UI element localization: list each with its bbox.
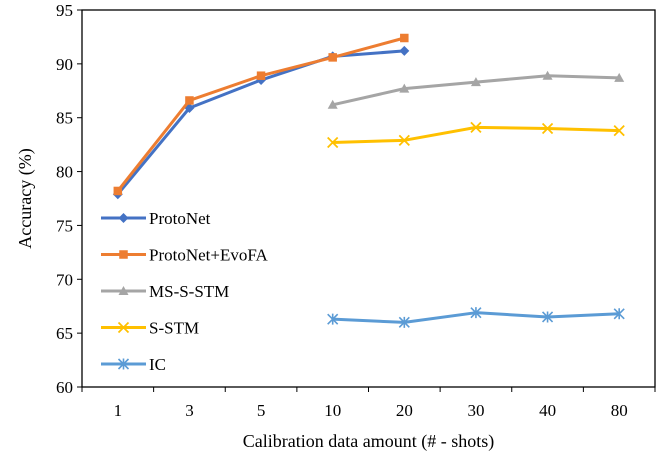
series-protonet <box>112 45 410 200</box>
data-point-protonet-evofa <box>113 186 123 196</box>
legend-label: MS-S-STM <box>149 282 229 301</box>
series-line-s-stm <box>332 125 620 144</box>
legend-label: ProtoNet+EvoFA <box>149 246 269 265</box>
data-point-ms-s-stm <box>614 72 625 82</box>
data-point-protonet-evofa <box>185 96 194 105</box>
legend-item-protonet: ProtoNet <box>101 209 211 228</box>
legend-marker <box>119 250 128 259</box>
y-tick-label: 60 <box>56 378 73 397</box>
data-point-s-stm <box>327 136 339 149</box>
data-point-protonet-evofa <box>400 33 409 43</box>
y-tick-label: 65 <box>56 324 73 343</box>
data-point-ms-s-stm <box>327 99 338 109</box>
x-tick-label: 80 <box>611 401 628 420</box>
y-tick-label: 70 <box>56 270 73 289</box>
y-axis-ticks: 60 65 70 75 80 85 90 95 <box>56 1 82 397</box>
x-tick-label: 1 <box>114 401 123 420</box>
y-axis-label: Accuracy (%) <box>15 148 36 248</box>
legend-marker <box>118 213 129 223</box>
x-axis-label: Calibration data amount (# - shots) <box>243 431 494 452</box>
data-point-ic <box>470 307 482 319</box>
y-tick-label: 95 <box>56 1 73 20</box>
data-point-s-stm <box>541 122 554 135</box>
legend-marker <box>117 321 130 334</box>
x-tick-label: 3 <box>185 401 194 420</box>
series-protonet-evofa <box>113 33 409 196</box>
legend-item-protonet-evofa: ProtoNet+EvoFA <box>101 246 269 265</box>
y-tick-label: 85 <box>56 109 73 128</box>
legend-item-s-stm: S-STM <box>101 319 199 338</box>
data-point-ic <box>327 313 339 325</box>
data-point-protonet <box>399 45 410 56</box>
series-ic <box>327 307 625 328</box>
legend-label: IC <box>149 355 166 374</box>
data-point-ms-s-stm <box>470 77 481 87</box>
legend-item-ic: IC <box>101 355 166 374</box>
legend-marker <box>117 358 130 370</box>
y-tick-label: 80 <box>56 163 73 182</box>
data-point-s-stm <box>470 121 482 134</box>
series-s-stm <box>327 121 625 149</box>
legend-label: S-STM <box>149 319 199 338</box>
legend: ProtoNet ProtoNet+EvoFA MS-S-STM S-STM IC <box>101 209 269 374</box>
legend-label: ProtoNet <box>149 209 211 228</box>
y-tick-label: 75 <box>56 216 73 235</box>
data-point-ms-s-stm <box>542 70 553 80</box>
data-point-ic <box>541 311 554 323</box>
series-ms-s-stm <box>327 70 625 109</box>
data-point-protonet-evofa <box>328 53 337 62</box>
y-tick-label: 90 <box>56 55 73 74</box>
x-axis-ticks: 1 3 5 10 20 30 40 80 <box>81 387 656 420</box>
legend-marker <box>118 286 129 295</box>
legend-item-ms-s-stm: MS-S-STM <box>101 282 229 301</box>
data-point-s-stm <box>613 125 625 137</box>
x-tick-label: 5 <box>257 401 266 420</box>
series-line-protonet-evofa <box>116 36 405 192</box>
data-point-protonet-evofa <box>256 71 266 80</box>
x-tick-label: 30 <box>467 401 484 420</box>
series-layer <box>112 33 625 328</box>
data-point-s-stm <box>398 134 410 146</box>
x-tick-label: 40 <box>539 401 556 420</box>
data-point-ic <box>613 308 625 320</box>
data-point-ms-s-stm <box>399 83 410 93</box>
x-tick-label: 20 <box>396 401 413 420</box>
x-tick-label: 10 <box>324 401 341 420</box>
data-point-ic <box>398 316 410 328</box>
